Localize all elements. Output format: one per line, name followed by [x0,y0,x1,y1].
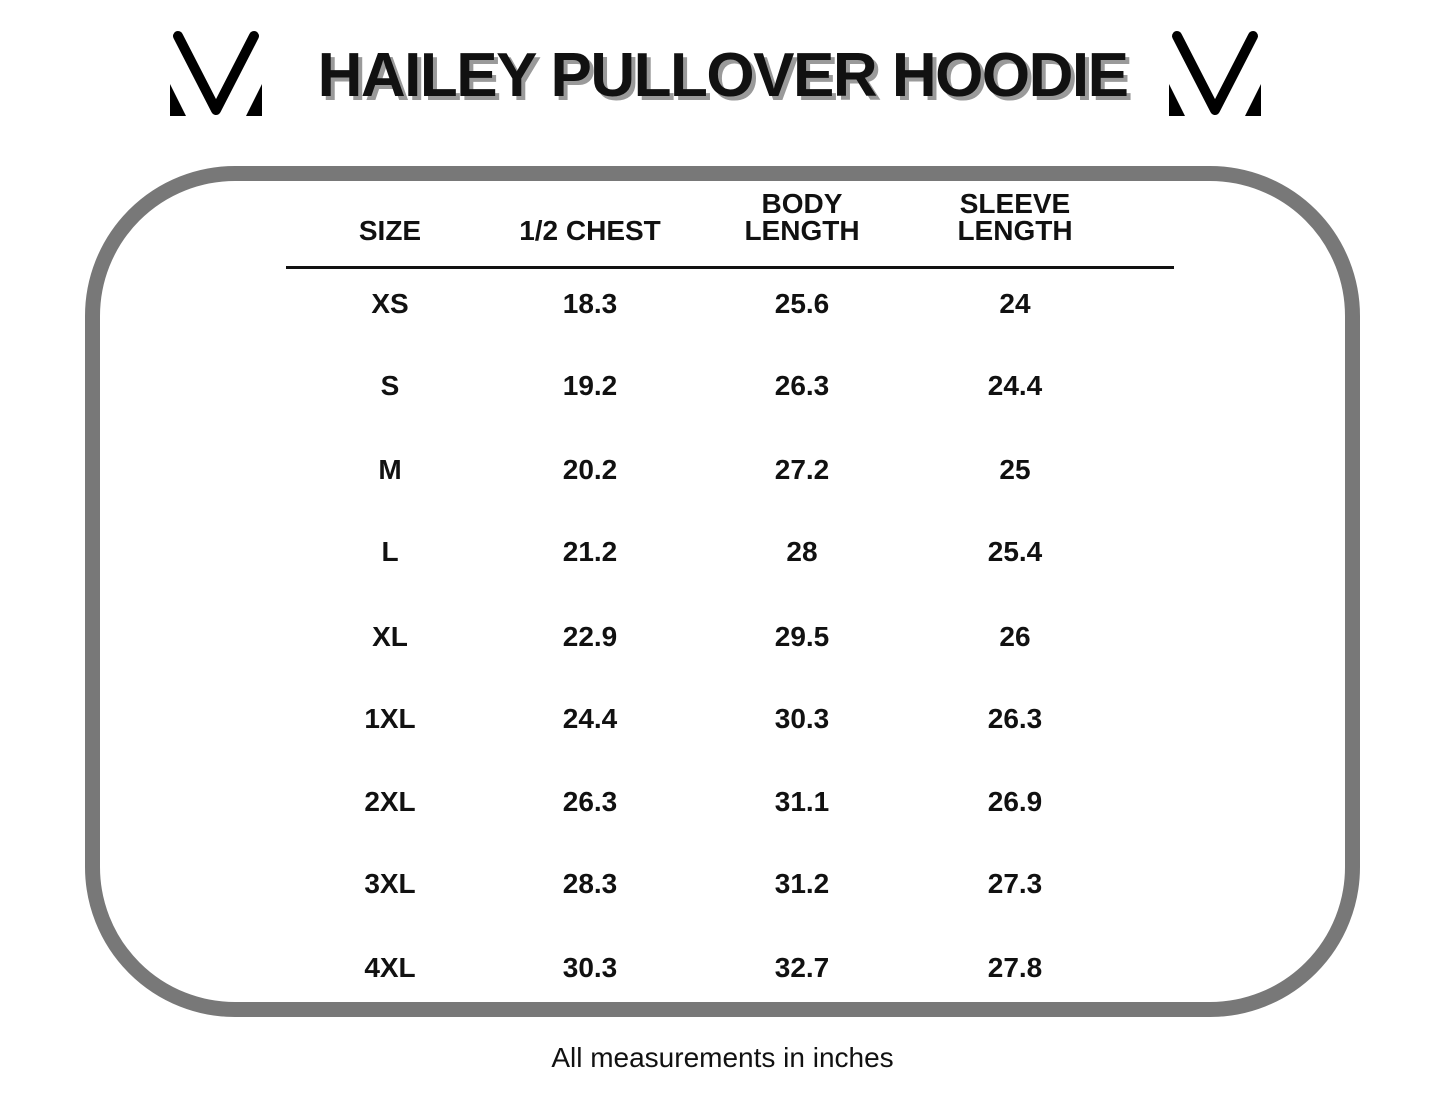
cell-sleeve-length: 25 [999,454,1031,485]
cell-size: M [378,454,402,485]
brand-logo-left [170,31,262,116]
cell-size: L [381,536,399,567]
cell-half-chest: 21.2 [562,536,618,567]
cell-body-length: 31.2 [774,868,830,899]
footnote: All measurements in inches [551,1042,894,1073]
cell-sleeve-length: 27.8 [987,952,1043,983]
cell-size: 1XL [364,703,416,734]
cell-half-chest: 22.9 [562,621,618,652]
cell-sleeve-length: 24 [999,288,1031,319]
cell-sleeve-length: 26.3 [987,703,1043,734]
cell-half-chest: 24.4 [562,703,618,734]
cell-half-chest: 19.2 [562,370,618,401]
column-header-sleeve-length: SLEEVE [959,188,1071,219]
column-header-body-length: LENGTH [744,215,860,246]
cell-half-chest: 30.3 [562,952,618,983]
cell-sleeve-length: 25.4 [987,536,1043,567]
page-title: HAILEY PULLOVER HOODIE [317,41,1129,110]
table-frame [85,166,1360,1017]
column-header-body-length: BODY [761,188,843,219]
cell-size: 3XL [364,868,416,899]
cell-body-length: 29.5 [774,621,830,652]
cell-sleeve-length: 26.9 [987,786,1043,817]
cell-half-chest: 26.3 [562,786,618,817]
column-header-half-chest: 1/2 CHEST [519,215,661,246]
cell-half-chest: 20.2 [562,454,618,485]
cell-half-chest: 28.3 [562,868,618,899]
cell-body-length: 27.2 [774,454,830,485]
cell-body-length: 28 [786,536,818,567]
cell-size: XL [372,621,408,652]
cell-body-length: 32.7 [774,952,830,983]
header-divider [286,266,1174,269]
cell-sleeve-length: 24.4 [987,370,1043,401]
cell-half-chest: 18.3 [562,288,618,319]
cell-size: XS [371,288,409,319]
cell-size: 4XL [364,952,416,983]
column-header-sleeve-length: LENGTH [957,215,1073,246]
cell-body-length: 26.3 [774,370,830,401]
column-header-size: SIZE [358,215,422,246]
cell-sleeve-length: 27.3 [987,868,1043,899]
cell-body-length: 31.1 [774,786,830,817]
cell-size: S [380,370,400,401]
cell-size: 2XL [364,786,416,817]
cell-body-length: 25.6 [774,288,830,319]
brand-logo-right [1169,31,1261,116]
cell-body-length: 30.3 [774,703,830,734]
cell-sleeve-length: 26 [999,621,1031,652]
